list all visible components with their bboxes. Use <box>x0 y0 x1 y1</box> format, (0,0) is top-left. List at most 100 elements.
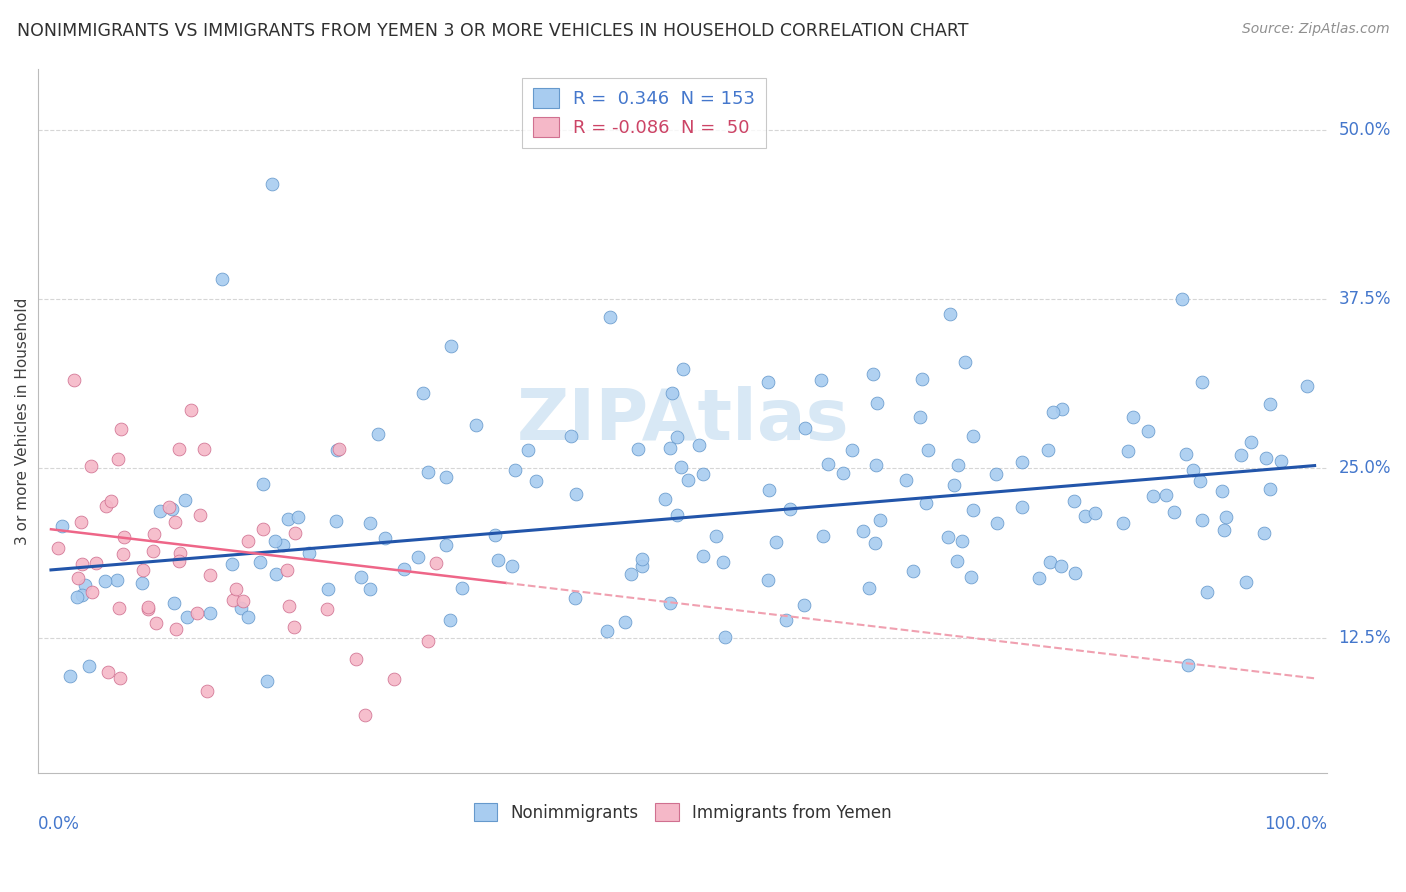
Point <box>1052 401 1074 416</box>
Point <box>425 556 447 570</box>
Point <box>1229 448 1251 462</box>
Point <box>344 651 367 665</box>
Point <box>946 458 969 473</box>
Point <box>962 428 984 442</box>
Point <box>599 310 621 324</box>
Point <box>70 515 93 529</box>
Point <box>862 367 884 381</box>
Point <box>186 606 208 620</box>
Point <box>565 487 588 501</box>
Point <box>672 362 695 376</box>
Text: 37.5%: 37.5% <box>1339 290 1391 308</box>
Point <box>692 467 714 481</box>
Point <box>676 473 699 487</box>
Point <box>1142 489 1164 503</box>
Point <box>252 477 274 491</box>
Point <box>564 591 586 606</box>
Point <box>59 669 82 683</box>
Point <box>658 441 681 455</box>
Point <box>416 634 439 648</box>
Point <box>100 494 122 508</box>
Point <box>1011 454 1033 468</box>
Point <box>73 578 96 592</box>
Point <box>169 546 191 560</box>
Point <box>277 599 299 613</box>
Point <box>392 562 415 576</box>
Text: 100.0%: 100.0% <box>1264 815 1327 833</box>
Point <box>665 508 688 522</box>
Text: NONIMMIGRANTS VS IMMIGRANTS FROM YEMEN 3 OR MORE VEHICLES IN HOUSEHOLD CORRELATI: NONIMMIGRANTS VS IMMIGRANTS FROM YEMEN 3… <box>17 22 969 40</box>
Point <box>434 469 457 483</box>
Point <box>1063 494 1085 508</box>
Point <box>1181 463 1204 477</box>
Point <box>252 522 274 536</box>
Point <box>70 588 93 602</box>
Point <box>105 573 128 587</box>
Point <box>229 601 252 615</box>
Point <box>613 615 636 630</box>
Point <box>903 564 925 578</box>
Point <box>1122 410 1144 425</box>
Point <box>692 549 714 564</box>
Point <box>142 526 165 541</box>
Point <box>1212 524 1234 538</box>
Point <box>1215 510 1237 524</box>
Point <box>863 536 886 550</box>
Point <box>595 624 617 639</box>
Legend: Nonimmigrants, Immigrants from Yemen: Nonimmigrants, Immigrants from Yemen <box>467 797 898 829</box>
Point <box>359 582 381 596</box>
Point <box>960 570 983 584</box>
Point <box>359 516 381 530</box>
Point <box>46 541 69 556</box>
Point <box>165 622 187 636</box>
Point <box>666 430 689 444</box>
Point <box>1296 378 1319 392</box>
Point <box>145 615 167 630</box>
Point <box>946 554 969 568</box>
Point <box>222 593 245 607</box>
Point <box>631 551 654 566</box>
Point <box>1074 509 1097 524</box>
Point <box>669 459 692 474</box>
Point <box>174 493 197 508</box>
Point <box>236 533 259 548</box>
Point <box>464 418 486 433</box>
Point <box>136 600 159 615</box>
Point <box>811 529 834 543</box>
Point <box>382 672 405 686</box>
Point <box>832 466 855 480</box>
Point <box>232 594 254 608</box>
Point <box>138 601 160 615</box>
Point <box>108 672 131 686</box>
Point <box>276 563 298 577</box>
Point <box>689 438 711 452</box>
Point <box>631 559 654 574</box>
Point <box>758 483 780 498</box>
Point <box>112 530 135 544</box>
Point <box>436 538 458 552</box>
Point <box>955 355 977 369</box>
Point <box>1253 525 1275 540</box>
Point <box>1136 424 1159 438</box>
Point <box>915 496 938 510</box>
Point <box>1116 443 1139 458</box>
Point <box>1171 293 1194 307</box>
Point <box>132 563 155 577</box>
Point <box>711 555 734 569</box>
Point <box>112 547 135 561</box>
Point <box>486 553 509 567</box>
Point <box>315 602 337 616</box>
Point <box>51 519 73 533</box>
Point <box>249 555 271 569</box>
Point <box>1112 516 1135 530</box>
Point <box>198 568 221 582</box>
Point <box>1042 405 1064 419</box>
Point <box>1163 505 1185 519</box>
Point <box>325 514 347 528</box>
Point <box>658 595 681 609</box>
Point <box>1197 585 1219 599</box>
Point <box>142 544 165 558</box>
Point <box>82 585 104 599</box>
Point <box>256 673 278 688</box>
Point <box>284 525 307 540</box>
